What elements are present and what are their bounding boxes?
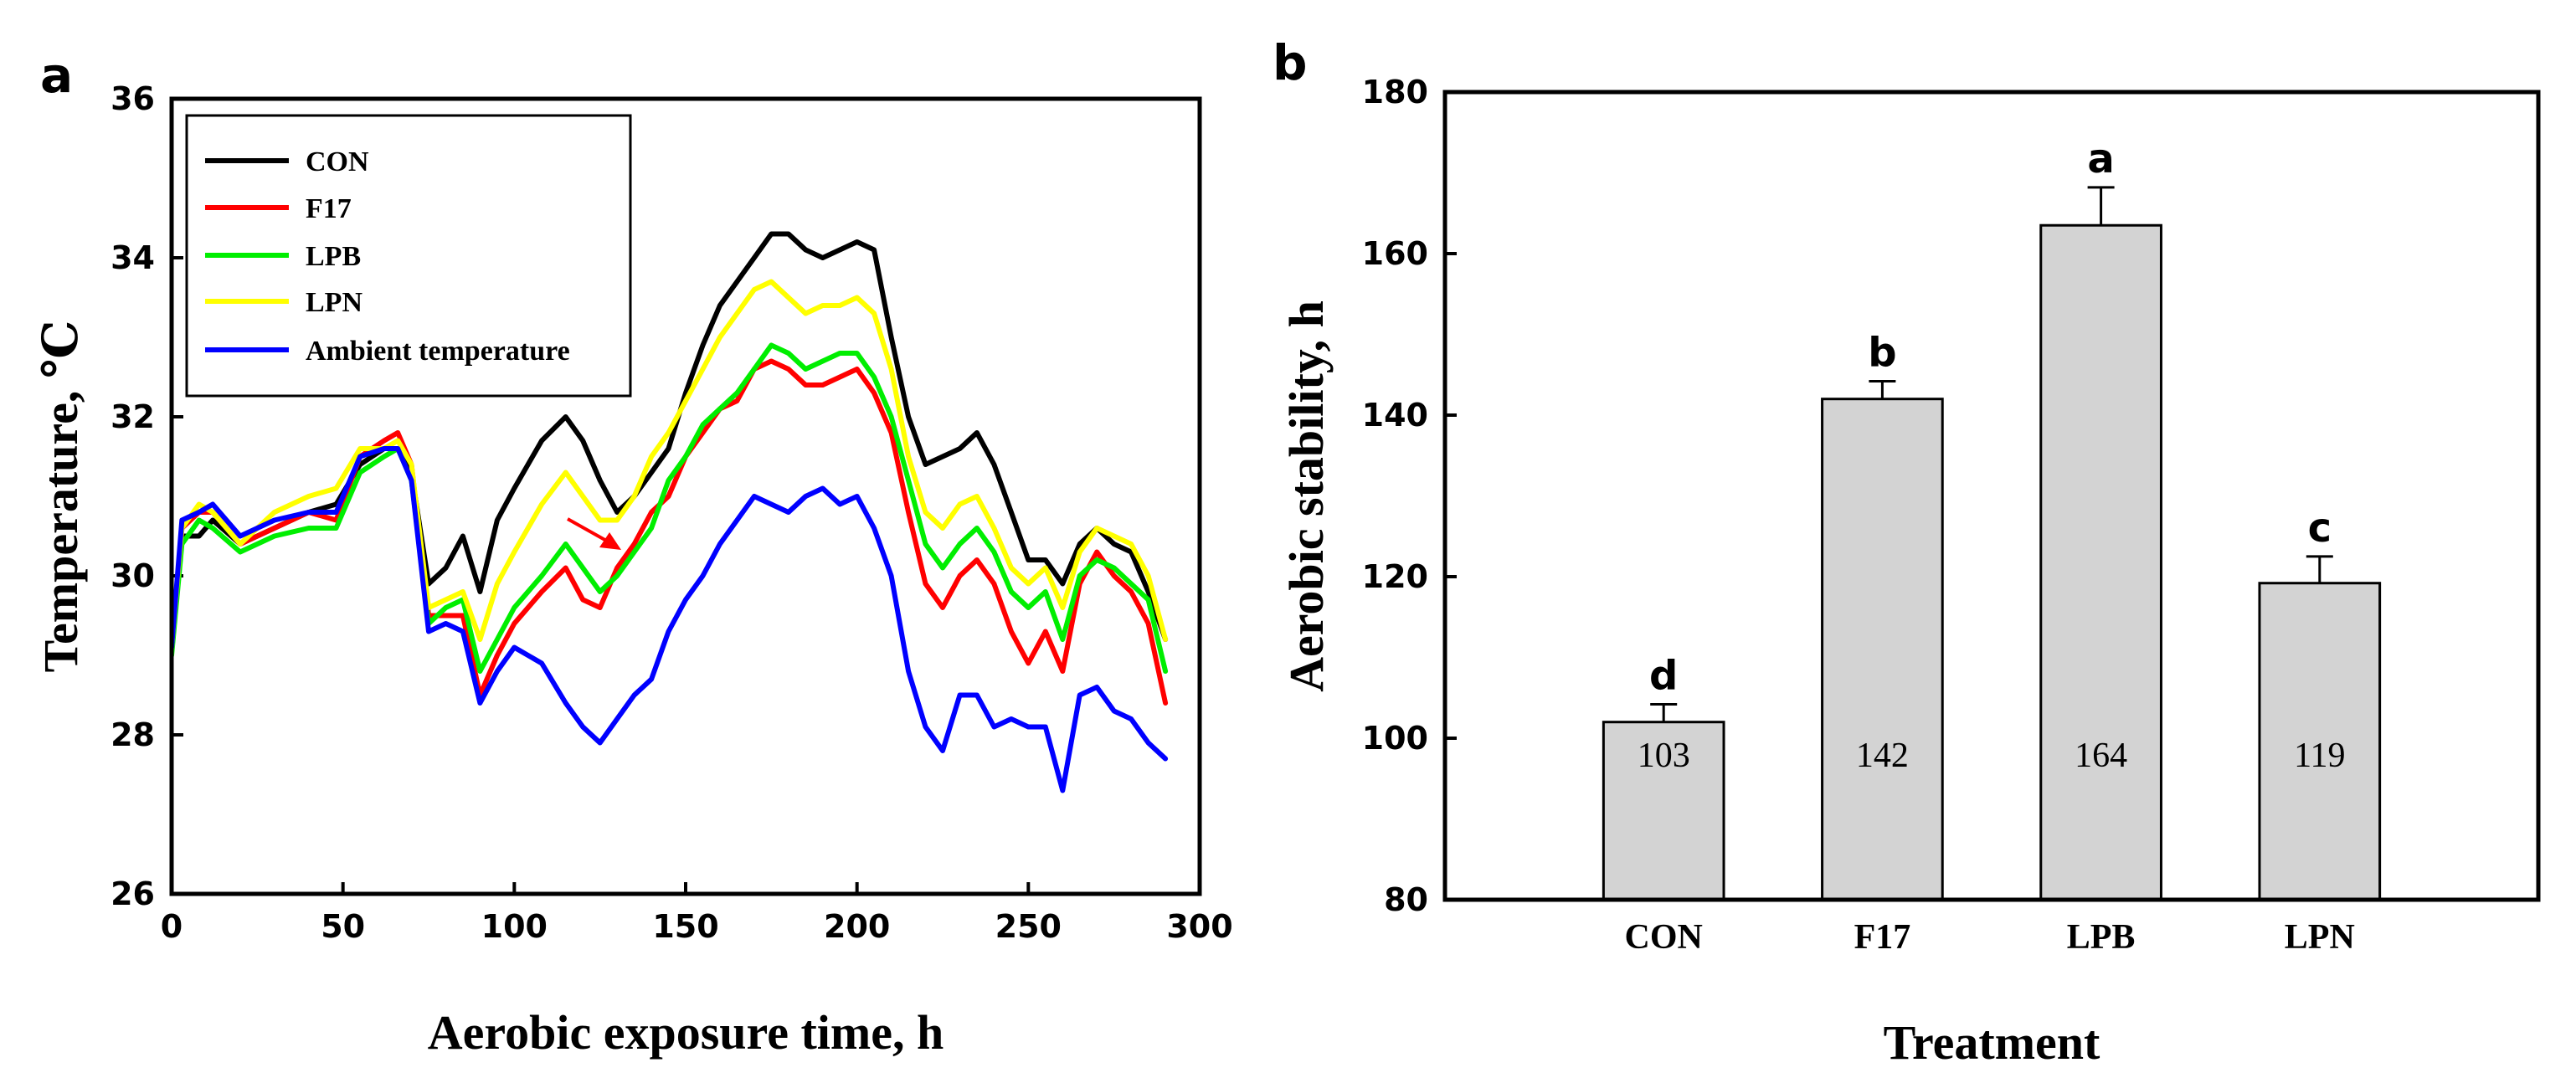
bar-value-label: 119 xyxy=(2294,737,2345,775)
legend-entry-lpb: LPB xyxy=(205,241,361,272)
y-tick-label: 120 xyxy=(1362,558,1428,595)
x-category-label: CON xyxy=(1625,918,1703,957)
series-line-lpb xyxy=(172,342,1169,674)
panel-a-series xyxy=(172,231,1169,793)
y-tick-label: 160 xyxy=(1362,235,1428,272)
y-tick-label: 34 xyxy=(111,239,155,276)
panel-b-bar-chart: b 80 100 120 140 160 180 CON F17 LPB LPN d 103 b 142… xyxy=(1273,34,2541,1070)
bar-lpb xyxy=(2039,223,2162,901)
x-tick-label: 250 xyxy=(995,908,1062,945)
x-category-label: LPB xyxy=(2067,918,2136,957)
x-tick-label: 50 xyxy=(321,908,365,945)
bar-value-label: 142 xyxy=(1856,737,1909,775)
legend-entry-f17: F17 xyxy=(205,193,352,224)
significance-letter: a xyxy=(2087,136,2114,182)
annotation-arrow xyxy=(567,517,621,550)
legend-label: LPN xyxy=(306,287,362,318)
bar-value-label: 103 xyxy=(1638,737,1690,775)
panel-a-legend: CON F17 LPB LPN Ambient temperature xyxy=(185,114,632,398)
panel-b-letter: b xyxy=(1273,34,1308,91)
legend-label: Ambient temperature xyxy=(306,336,570,367)
x-tick-label: 0 xyxy=(161,908,183,945)
legend-entry-lpn: LPN xyxy=(205,287,362,318)
significance-letter: b xyxy=(1868,329,1896,376)
panel-a-letter: a xyxy=(40,47,73,104)
significance-letter: c xyxy=(2308,505,2332,552)
x-tick-label: 150 xyxy=(652,908,718,945)
panel-a-line-chart: a 0 50 100 150 200 250 300 26 28 30 32 34 36 CON F17 xyxy=(33,47,1233,1060)
significance-letter: d xyxy=(1649,652,1678,699)
panel-b-plot-frame xyxy=(1442,90,2541,902)
x-tick-label: 300 xyxy=(1166,908,1232,945)
x-tick-label: 200 xyxy=(824,908,890,945)
bar-con xyxy=(1602,721,1725,901)
panel-b-ticks: 80 100 120 140 160 180 CON F17 LPB LPN xyxy=(1362,74,2355,957)
legend-label: LPB xyxy=(306,241,361,272)
y-tick-label: 26 xyxy=(111,875,155,912)
series-line-ambient-temperature xyxy=(172,446,1169,793)
x-category-label: F17 xyxy=(1854,918,1911,957)
legend-entry-ambient-temperature: Ambient temperature xyxy=(205,336,570,367)
y-tick-label: 180 xyxy=(1362,74,1428,110)
bar-f17 xyxy=(1821,398,1944,901)
bar-value-label: 164 xyxy=(2075,737,2127,775)
series-line-f17 xyxy=(172,358,1169,706)
panel-a-ticks: 0 50 100 150 200 250 300 26 28 30 32 34 36 xyxy=(111,80,1233,945)
y-tick-label: 100 xyxy=(1362,720,1428,757)
y-tick-label: 28 xyxy=(111,716,155,753)
panel-a-x-axis-title: Aerobic exposure time, h xyxy=(428,1005,944,1060)
panel-a-plot-frame xyxy=(169,96,1202,896)
y-tick-label: 80 xyxy=(1384,881,1428,918)
x-tick-label: 100 xyxy=(481,908,548,945)
panel-b-bars: d 103 b 142 a 164 c 119 xyxy=(1602,136,2382,901)
y-tick-label: 32 xyxy=(111,398,155,435)
y-tick-label: 36 xyxy=(111,80,155,117)
panel-b-y-axis-title: Aerobic stability, h xyxy=(1279,300,1334,692)
legend-label: CON xyxy=(306,146,369,177)
panel-b-x-axis-title: Treatment xyxy=(1884,1015,2100,1070)
y-tick-label: 140 xyxy=(1362,397,1428,434)
legend-entry-con: CON xyxy=(205,146,369,177)
y-tick-label: 30 xyxy=(111,557,155,594)
panel-a-y-axis-title: Temperature, ℃ xyxy=(33,321,88,673)
x-category-label: LPN xyxy=(2285,918,2355,957)
legend-label: F17 xyxy=(306,193,352,224)
